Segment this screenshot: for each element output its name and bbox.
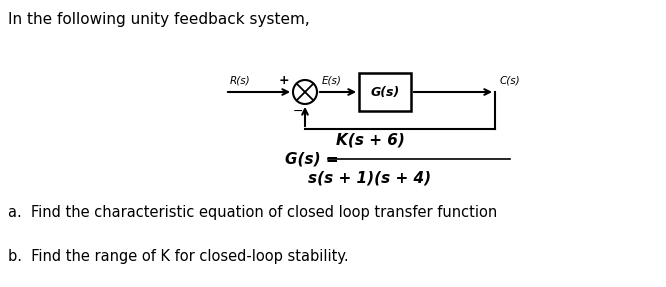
Text: In the following unity feedback system,: In the following unity feedback system, xyxy=(8,12,310,27)
Text: K(s + 6): K(s + 6) xyxy=(336,133,404,148)
Text: b.  Find the range of K for closed-loop stability.: b. Find the range of K for closed-loop s… xyxy=(8,249,348,264)
Text: s(s + 1)(s + 4): s(s + 1)(s + 4) xyxy=(308,170,432,185)
Text: +: + xyxy=(278,74,289,87)
Text: G(s) =: G(s) = xyxy=(285,152,338,166)
Text: −: − xyxy=(292,105,303,118)
Text: E(s): E(s) xyxy=(322,75,342,85)
Text: a.  Find the characteristic equation of closed loop transfer function: a. Find the characteristic equation of c… xyxy=(8,205,498,220)
Text: R(s): R(s) xyxy=(230,75,250,85)
Text: G(s): G(s) xyxy=(370,86,400,98)
Text: C(s): C(s) xyxy=(500,75,521,85)
